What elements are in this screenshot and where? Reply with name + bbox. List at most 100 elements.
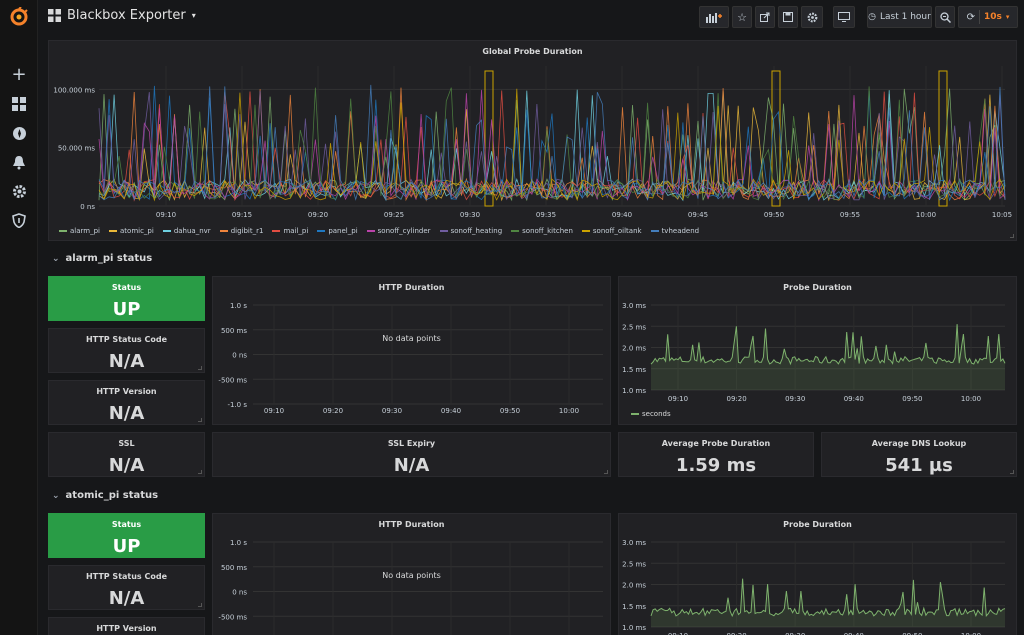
resize-handle[interactable] — [1010, 234, 1014, 238]
panel-title: Global Probe Duration — [482, 47, 583, 56]
dashboards-icon[interactable] — [8, 93, 30, 115]
legend-item[interactable]: sonoff_heating — [439, 227, 502, 235]
http-version-value: N/A — [108, 403, 145, 424]
x-tick-label: 09:25 — [384, 211, 404, 219]
resize-handle[interactable] — [198, 470, 202, 474]
series-bar — [938, 70, 948, 207]
panel-title: SSL Expiry — [387, 439, 436, 448]
http-status-code-value: N/A — [108, 351, 145, 372]
global-probe-duration-chart: 100.000 ms 50.000 ms 0 ns 09:10 09:15 09:20 09… — [53, 66, 1012, 219]
x-tick-label: 09:15 — [232, 211, 252, 219]
cycle-view-mode-button[interactable] — [833, 6, 855, 28]
legend-item[interactable]: tvheadend — [650, 227, 699, 235]
panel-title: Status — [111, 520, 142, 529]
x-tick-label: 09:30 — [785, 632, 805, 635]
y-tick-label: 1.5 ms — [622, 603, 646, 611]
x-tick-label: 10:00 — [559, 407, 579, 415]
probe-duration-panel: Probe Duration 3.0 ms 2.5 ms 2.0 ms 1.5 ms 1… — [618, 513, 1017, 635]
legend-item[interactable]: atomic_pi — [109, 227, 154, 235]
zoom-out-button[interactable] — [935, 6, 955, 28]
time-range-picker[interactable]: ◷ Last 1 hour — [867, 6, 932, 28]
refresh-picker[interactable]: ⟳ 10s ▾ — [958, 6, 1018, 28]
configuration-gear-icon[interactable] — [8, 180, 30, 202]
http-version-panel: HTTP Version N/A — [48, 380, 205, 425]
share-icon — [760, 12, 770, 22]
legend-item[interactable]: sonoff_kitchen — [511, 227, 573, 235]
ssl-panel: SSL N/A — [48, 432, 205, 477]
x-tick-label: 09:20 — [323, 407, 343, 415]
legend-item[interactable]: mail_pi — [272, 227, 308, 235]
legend-item[interactable]: sonoff_oiltank — [581, 227, 642, 235]
plus-icon[interactable]: + — [11, 63, 27, 85]
x-tick-label: 09:40 — [441, 407, 461, 415]
panel-title: Probe Duration — [783, 520, 852, 529]
legend-label: sonoff_oiltank — [592, 227, 642, 235]
panel-title: HTTP Duration — [378, 283, 445, 292]
chart-legend: alarm_pi atomic_pi dahua_nvr digibit_r1 mail… — [59, 227, 1008, 235]
resize-handle[interactable] — [604, 470, 608, 474]
dashboard-title-dropdown[interactable]: Blackbox Exporter ▾ — [48, 8, 196, 23]
row-atomic-pi-status[interactable]: ⌄ atomic_pi status — [52, 490, 158, 501]
resize-handle[interactable] — [198, 366, 202, 370]
legend-item[interactable]: digibit_r1 — [219, 227, 263, 235]
x-tick-label: 09:10 — [668, 395, 688, 403]
panel-title: HTTP Status Code — [85, 572, 167, 581]
legend-swatch — [272, 230, 281, 232]
resize-handle[interactable] — [198, 603, 202, 607]
y-tick-label: 3.0 ms — [622, 539, 646, 547]
row-alarm-pi-status[interactable]: ⌄ alarm_pi status — [52, 253, 152, 264]
resize-handle[interactable] — [1010, 470, 1014, 474]
server-admin-shield-icon[interactable] — [8, 209, 30, 231]
series-line — [98, 84, 1006, 202]
legend-item[interactable]: alarm_pi — [59, 227, 100, 235]
series-line — [98, 86, 1006, 201]
y-tick-label: 0 ns — [232, 589, 247, 597]
time-range-label: Last 1 hour — [880, 12, 931, 22]
x-tick-label: 09:50 — [500, 407, 520, 415]
grafana-logo-icon[interactable] — [8, 6, 30, 28]
alerting-bell-icon[interactable] — [8, 151, 30, 173]
dashboard-title: Blackbox Exporter — [67, 8, 186, 23]
add-panel-button[interactable] — [699, 6, 729, 28]
legend-label: mail_pi — [283, 227, 309, 235]
y-tick-label: 0 ns — [232, 352, 247, 360]
no-data-message: No data points — [382, 571, 441, 580]
x-tick-label: 09:30 — [785, 395, 805, 403]
caret-down-icon: ▾ — [1005, 13, 1010, 21]
ssl-expiry-panel: SSL Expiry N/A — [212, 432, 611, 477]
resize-handle[interactable] — [198, 418, 202, 422]
y-tick-label: -500 ms — [218, 376, 247, 384]
legend-label: seconds — [642, 410, 671, 418]
ssl-value: N/A — [108, 455, 145, 476]
y-tick-label: 500 ms — [221, 327, 247, 335]
dashboard-settings-button[interactable] — [801, 6, 823, 28]
chevron-down-icon: ⌄ — [52, 491, 60, 501]
legend-item[interactable]: panel_pi — [317, 227, 358, 235]
x-tick-label: 09:20 — [308, 211, 328, 219]
explore-compass-icon[interactable] — [8, 122, 30, 144]
share-dashboard-button[interactable] — [755, 6, 775, 28]
save-icon — [783, 12, 793, 22]
chart-legend-item[interactable]: seconds — [631, 410, 671, 418]
average-probe-duration-panel: Average Probe Duration 1.59 ms — [618, 432, 814, 477]
panel-title: SSL — [118, 439, 135, 448]
top-navbar: Blackbox Exporter ▾ ☆ ◷ Last 1 hour ⟳ 10… — [38, 0, 1024, 34]
x-tick-label: 09:50 — [902, 395, 922, 403]
http-duration-panel: HTTP Duration 1.0 s 500 ms 0 ns -500 ms No … — [212, 513, 611, 635]
series-line — [98, 90, 1006, 202]
legend-item[interactable]: dahua_nvr — [162, 227, 211, 235]
series-line — [650, 324, 1006, 366]
x-tick-label: 09:20 — [727, 632, 747, 635]
star-dashboard-button[interactable]: ☆ — [732, 6, 752, 28]
legend-item[interactable]: sonoff_cylinder — [366, 227, 431, 235]
panel-title: HTTP Version — [96, 624, 157, 633]
x-tick-label: 09:45 — [688, 211, 708, 219]
average-probe-duration-value: 1.59 ms — [675, 455, 757, 476]
x-tick-label: 09:55 — [840, 211, 860, 219]
y-tick-label: -1.0 s — [227, 401, 247, 409]
legend-swatch — [631, 413, 639, 415]
add-panel-icon — [706, 12, 722, 23]
save-dashboard-button[interactable] — [778, 6, 798, 28]
http-duration-chart: 1.0 s 500 ms 0 ns -500 ms — [218, 539, 603, 635]
clock-icon: ◷ — [868, 12, 877, 22]
